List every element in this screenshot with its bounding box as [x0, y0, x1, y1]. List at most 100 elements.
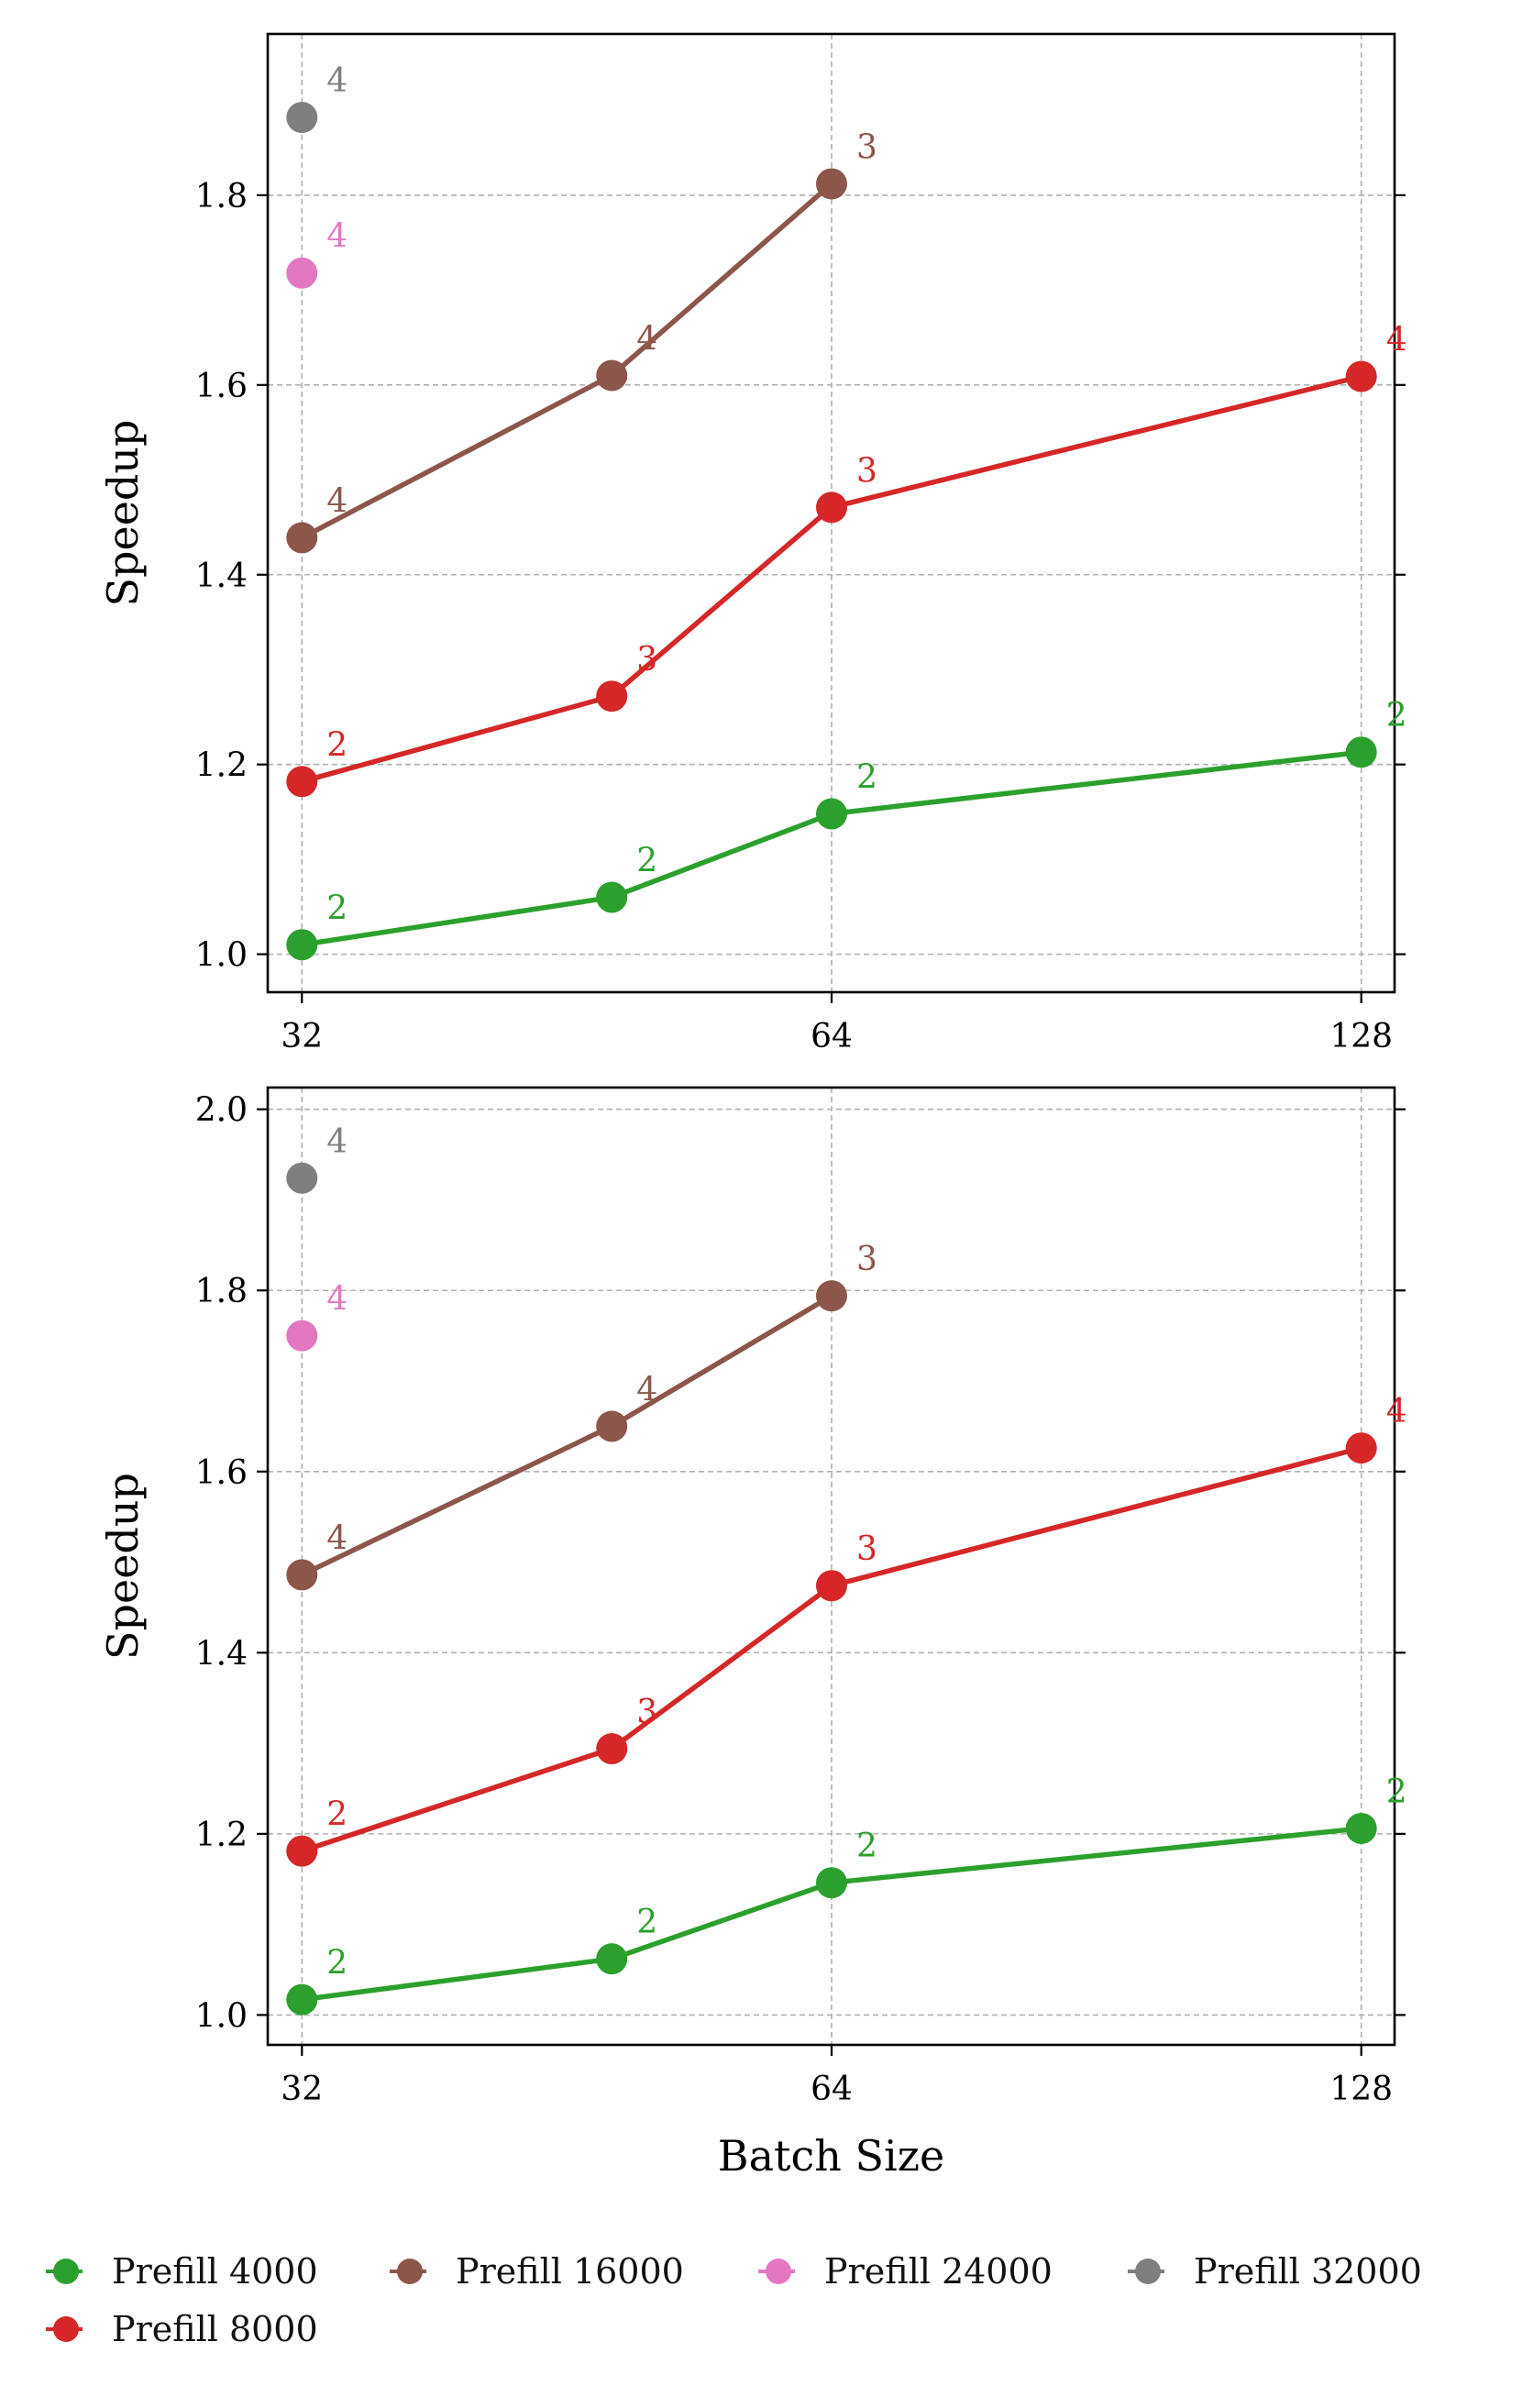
- legend-item: Prefill 16000: [390, 2242, 684, 2301]
- data-point: [286, 929, 318, 961]
- data-point: [1345, 360, 1377, 392]
- data-point: [286, 1983, 318, 2016]
- legend-item: Prefill 24000: [758, 2242, 1053, 2301]
- x-tick-label: 32: [281, 1018, 323, 1055]
- data-label: 2: [636, 843, 657, 880]
- legend-marker: [46, 2316, 83, 2342]
- y-axis-label: Speedup: [98, 1473, 148, 1660]
- chart-panel-1: 1.0 1.2 1.4 1.6 1.8 32 64 128 Speedup 2 2 2 2 2 3 3 4 4 4 3…: [98, 32, 1407, 1055]
- y-tick-label: 1.6: [195, 1454, 248, 1492]
- legend-item: Prefill 32000: [1128, 2242, 1422, 2301]
- data-label: 4: [326, 218, 347, 256]
- y-tick-label: 1.2: [195, 1817, 248, 1854]
- series-prefill-32000: 4: [286, 1123, 347, 1194]
- data-label: 3: [856, 1241, 877, 1278]
- data-point: [596, 1410, 628, 1442]
- x-axis-label: Batch Size: [718, 2131, 944, 2181]
- y-tick-label: 2.0: [195, 1092, 248, 1130]
- y-tick-label: 1.8: [195, 178, 248, 215]
- data-point: [286, 1559, 318, 1591]
- data-label: 4: [326, 1123, 347, 1161]
- legend-label: Prefill 16000: [456, 2251, 684, 2292]
- legend-item: Prefill 8000: [46, 2300, 318, 2358]
- data-label: 2: [326, 1945, 347, 1983]
- data-label: 3: [856, 452, 877, 490]
- series-prefill-4000: 2 2 2 2: [286, 697, 1407, 961]
- data-point: [1345, 1432, 1377, 1464]
- data-point: [286, 257, 318, 289]
- series-line: [301, 182, 833, 540]
- series-prefill-24000: 4: [286, 218, 347, 289]
- y-tick-label: 1.6: [195, 368, 248, 405]
- data-label: 4: [326, 62, 347, 100]
- x-tick-label: 64: [811, 2071, 853, 2108]
- data-label: 2: [856, 1828, 877, 1865]
- data-point: [596, 1733, 628, 1765]
- data-label: 2: [326, 889, 347, 927]
- data-point: [596, 1943, 628, 1975]
- legend-label: Prefill 4000: [112, 2251, 318, 2292]
- data-point: [286, 1835, 318, 1867]
- data-label: 3: [856, 128, 877, 166]
- x-tick-label: 128: [1329, 1018, 1393, 1055]
- data-point: [596, 680, 628, 712]
- data-label: 2: [1386, 697, 1407, 735]
- legend-marker-dot: [53, 2316, 79, 2342]
- data-point: [815, 798, 847, 830]
- series-line: [301, 1826, 1362, 2003]
- data-label: 2: [636, 1904, 657, 1941]
- data-point: [815, 168, 847, 200]
- x-tick-label: 64: [811, 1018, 853, 1055]
- data-point: [286, 102, 318, 134]
- data-label: 3: [636, 1694, 657, 1731]
- data-label: 3: [856, 1530, 877, 1568]
- legend-marker-dot: [53, 2259, 79, 2284]
- data-label: 2: [856, 758, 877, 796]
- data-label: 4: [636, 1371, 657, 1408]
- legend-label: Prefill 8000: [112, 2309, 318, 2349]
- data-point: [1345, 736, 1377, 768]
- y-tick-label: 1.4: [195, 1635, 248, 1673]
- data-point: [596, 359, 628, 392]
- data-label: 4: [326, 1281, 347, 1319]
- y-tick-label: 1.2: [195, 747, 248, 785]
- data-label: 4: [326, 1519, 347, 1557]
- series-prefill-16000: 4 4 3: [286, 128, 877, 554]
- data-label: 2: [326, 1796, 347, 1834]
- x-tick-label: 32: [281, 2071, 323, 2108]
- data-label: 4: [1386, 322, 1407, 359]
- data-point: [286, 1320, 318, 1352]
- data-point: [815, 1280, 847, 1312]
- series-prefill-4000: 2 2 2 2: [286, 1773, 1407, 2016]
- data-label: 2: [1386, 1773, 1407, 1811]
- series-line: [301, 373, 1362, 784]
- legend-marker: [758, 2259, 795, 2284]
- y-tick-label: 1.8: [195, 1273, 248, 1310]
- series-line: [301, 1445, 1362, 1854]
- legend-label: Prefill 32000: [1194, 2251, 1422, 2292]
- data-point: [596, 881, 628, 913]
- legend-marker: [46, 2259, 83, 2284]
- series-prefill-8000: 2 3 3 4: [286, 322, 1407, 798]
- data-point: [815, 492, 847, 524]
- data-label: 2: [326, 726, 347, 764]
- y-tick-label: 1.4: [195, 558, 248, 595]
- y-tick-label: 1.0: [195, 1997, 248, 2035]
- legend-marker-dot: [1135, 2259, 1161, 2284]
- legend-label: Prefill 24000: [824, 2251, 1053, 2292]
- data-label: 4: [326, 482, 347, 520]
- legend-marker-dot: [397, 2259, 423, 2284]
- y-tick-label: 1.0: [195, 937, 248, 975]
- legend-marker: [1128, 2259, 1164, 2284]
- series-prefill-8000: 2 3 3 4: [286, 1393, 1407, 1867]
- legend-marker-dot: [766, 2259, 791, 2284]
- x-tick-label: 128: [1329, 2071, 1393, 2108]
- data-point: [286, 1162, 318, 1194]
- data-point: [286, 766, 318, 798]
- series-line: [301, 1293, 833, 1577]
- data-point: [286, 522, 318, 554]
- data-point: [1345, 1812, 1377, 1844]
- data-point: [815, 1867, 847, 1899]
- series-prefill-32000: 4: [286, 62, 347, 134]
